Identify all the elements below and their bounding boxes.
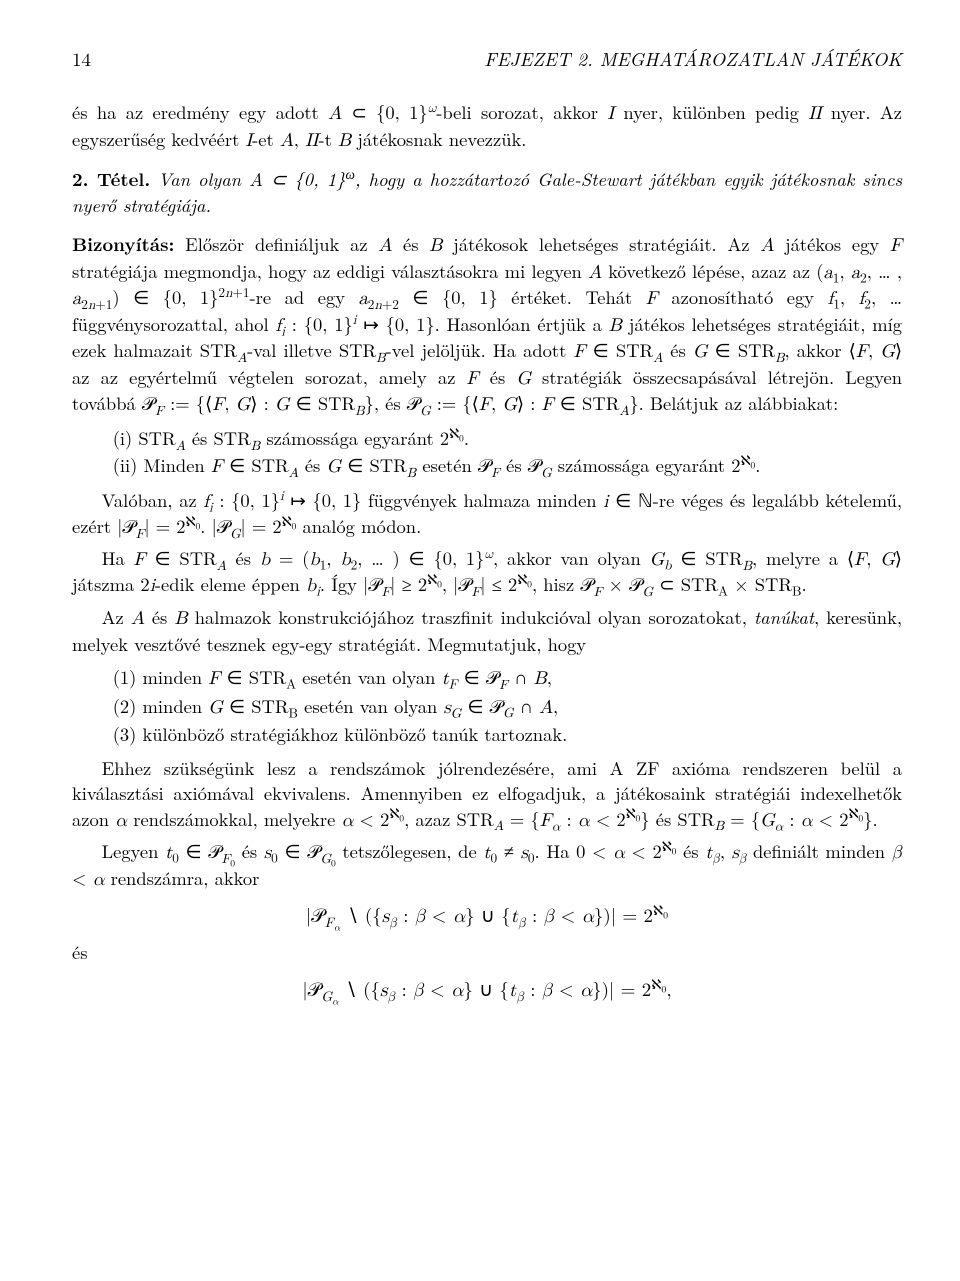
item-i: (i) STRA és STRB számossága egyaránt 2ℵ0… [113, 426, 902, 452]
intro-paragraph: és ha az eredmény egy adott A ⊂ {0, 1}ω-… [72, 100, 902, 153]
proof-paragraph-valoban: Valóban, az fi : {0, 1}i ↦ {0, 1} függvé… [72, 488, 902, 540]
theorem-body: Van olyan A ⊂ {0, 1}ω, hogy a hozzátarto… [72, 166, 902, 218]
proof-paragraph-legyen: Legyen t0 ∈ 𝒫F0 és s0 ∈ 𝒫G0 tetszőlegese… [72, 839, 902, 892]
chapter-title: FEJEZET 2. MEGHATÁROZATLAN JÁTÉKOK [484, 46, 902, 72]
proof-paragraph-1: Bizonyítás: Először definiáljuk az A és … [72, 232, 902, 418]
item-2: (2) minden G ∈ STRB esetén van olyan sG … [113, 694, 902, 721]
proof-paragraph-haF: Ha F ∈ STRA és b = (b1, b2, … ) ∈ {0, 1}… [72, 546, 902, 599]
roman-list: (i) STRA és STRB számossága egyaránt 2ℵ0… [113, 426, 902, 480]
running-header: 14 FEJEZET 2. MEGHATÁROZATLAN JÁTÉKOK [72, 46, 902, 72]
numbered-list: (1) minden F ∈ STRA esetén van olyan tF … [113, 665, 902, 748]
es-connector: és [72, 940, 902, 966]
item-3: (3) különböző stratégiákhoz különböző ta… [113, 722, 902, 748]
theorem-label: 2. Tétel. [72, 166, 150, 192]
proof-paragraph-ehhez: Ehhez szükségünk lesz a rendszámok jólre… [72, 756, 902, 834]
theorem-2: 2. Tétel. Van olyan A ⊂ {0, 1}ω, hogy a … [72, 167, 902, 218]
emph-tanukat: tanúkat [754, 604, 814, 630]
page-number: 14 [72, 46, 91, 72]
item-ii: (ii) Minden F ∈ STRA és G ∈ STRB esetén … [113, 453, 902, 480]
proof-paragraph-AzAB: Az A és B halmazok konstrukciójához tras… [72, 605, 902, 657]
item-1: (1) minden F ∈ STRA esetén van olyan tF … [113, 665, 902, 692]
proof-label: Bizonyítás: [72, 231, 174, 257]
display-eq-2: |𝒫Gα ∖ ({sβ : β < α} ∪ {tβ : β < α})| = … [72, 976, 902, 1004]
display-eq-1: |𝒫Fα ∖ ({sβ : β < α} ∪ {tβ : β < α})| = … [72, 902, 902, 930]
